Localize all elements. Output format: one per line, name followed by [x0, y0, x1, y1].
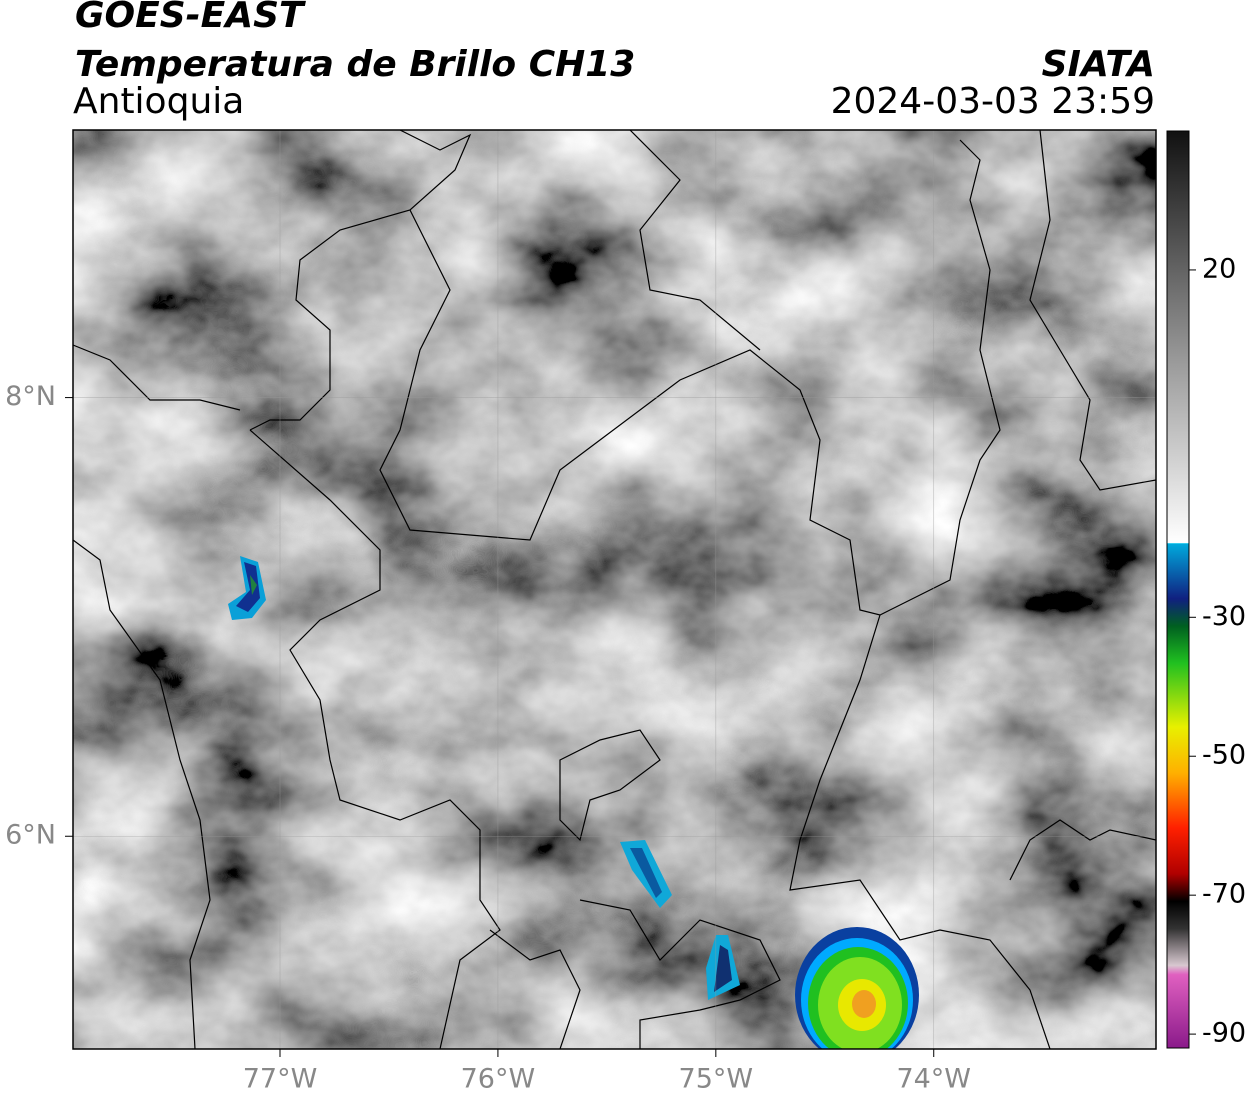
map-image [73, 130, 1156, 1049]
source: SIATA [1042, 44, 1155, 85]
grid [73, 130, 1156, 1049]
lat-label: 6°N [5, 820, 56, 851]
colorbar-label: -70 [1202, 879, 1246, 910]
colorbar-label: -30 [1202, 601, 1246, 632]
cloud-field [73, 130, 1156, 1049]
colorbar-label: -90 [1202, 1018, 1246, 1049]
colorbar [1166, 130, 1190, 1049]
borders [73, 130, 1156, 1049]
lon-label: 76°W [461, 1064, 536, 1095]
title: GOES-EAST [75, 0, 306, 36]
convective-cells [228, 556, 919, 1049]
region: Antioquia [73, 81, 244, 122]
map-frame [72, 129, 1157, 1050]
colorbar-label: 20 [1202, 253, 1236, 284]
lon-label: 75°W [679, 1064, 754, 1095]
lon-label: 74°W [896, 1064, 971, 1095]
lon-label: 77°W [243, 1064, 318, 1095]
subtitle: Temperatura de Brillo CH13 [75, 44, 635, 85]
lat-label: 8°N [5, 381, 56, 412]
colorbar-label: -50 [1202, 740, 1246, 771]
datetime: 2024-03-03 23:59 [831, 81, 1155, 122]
